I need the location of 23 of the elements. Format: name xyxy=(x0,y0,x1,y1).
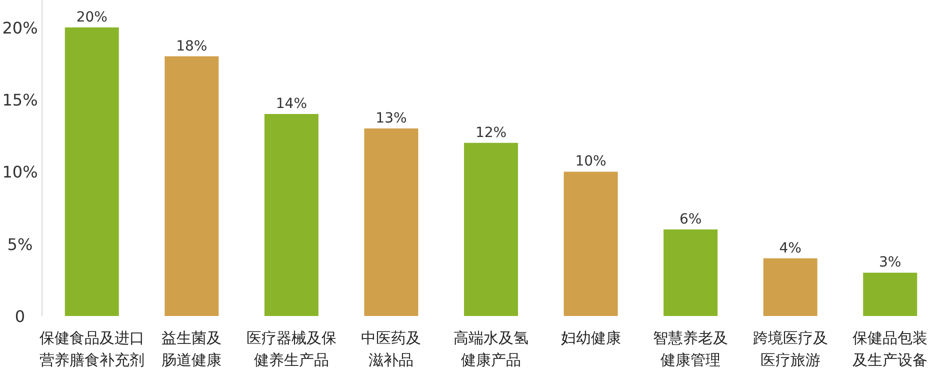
ytick: 15% xyxy=(2,90,38,110)
ytick: 10% xyxy=(2,162,38,182)
value-label: 6% xyxy=(679,211,702,228)
category: 妇幼健康 xyxy=(560,329,621,347)
value-label: 13% xyxy=(376,110,407,126)
value-label: 3% xyxy=(879,254,902,271)
ytick: 0 xyxy=(14,307,26,326)
category: 智慧养老及健康管理 xyxy=(653,329,728,369)
category: 跨境医疗及医疗旅游 xyxy=(752,329,828,369)
ytick: 20% xyxy=(2,18,38,38)
category: 保健食品及进口营养膳食补充剂 xyxy=(39,329,144,369)
category: 医疗器械及保健养生产品 xyxy=(246,329,336,369)
value-label: 4% xyxy=(779,240,802,256)
category: 保健品包装及生产设备 xyxy=(852,329,928,369)
category: 高端水及氢健康产品 xyxy=(454,329,528,369)
value-label: 20% xyxy=(76,9,108,26)
category: 益生菌及肠道健康 xyxy=(162,329,222,369)
value-label: 14% xyxy=(276,96,307,112)
value-label: 12% xyxy=(475,124,507,141)
ytick: 5% xyxy=(7,234,33,254)
value-label: 10% xyxy=(575,154,606,170)
category: 中医药及滋补品 xyxy=(361,329,422,369)
value-label: 18% xyxy=(176,38,208,54)
